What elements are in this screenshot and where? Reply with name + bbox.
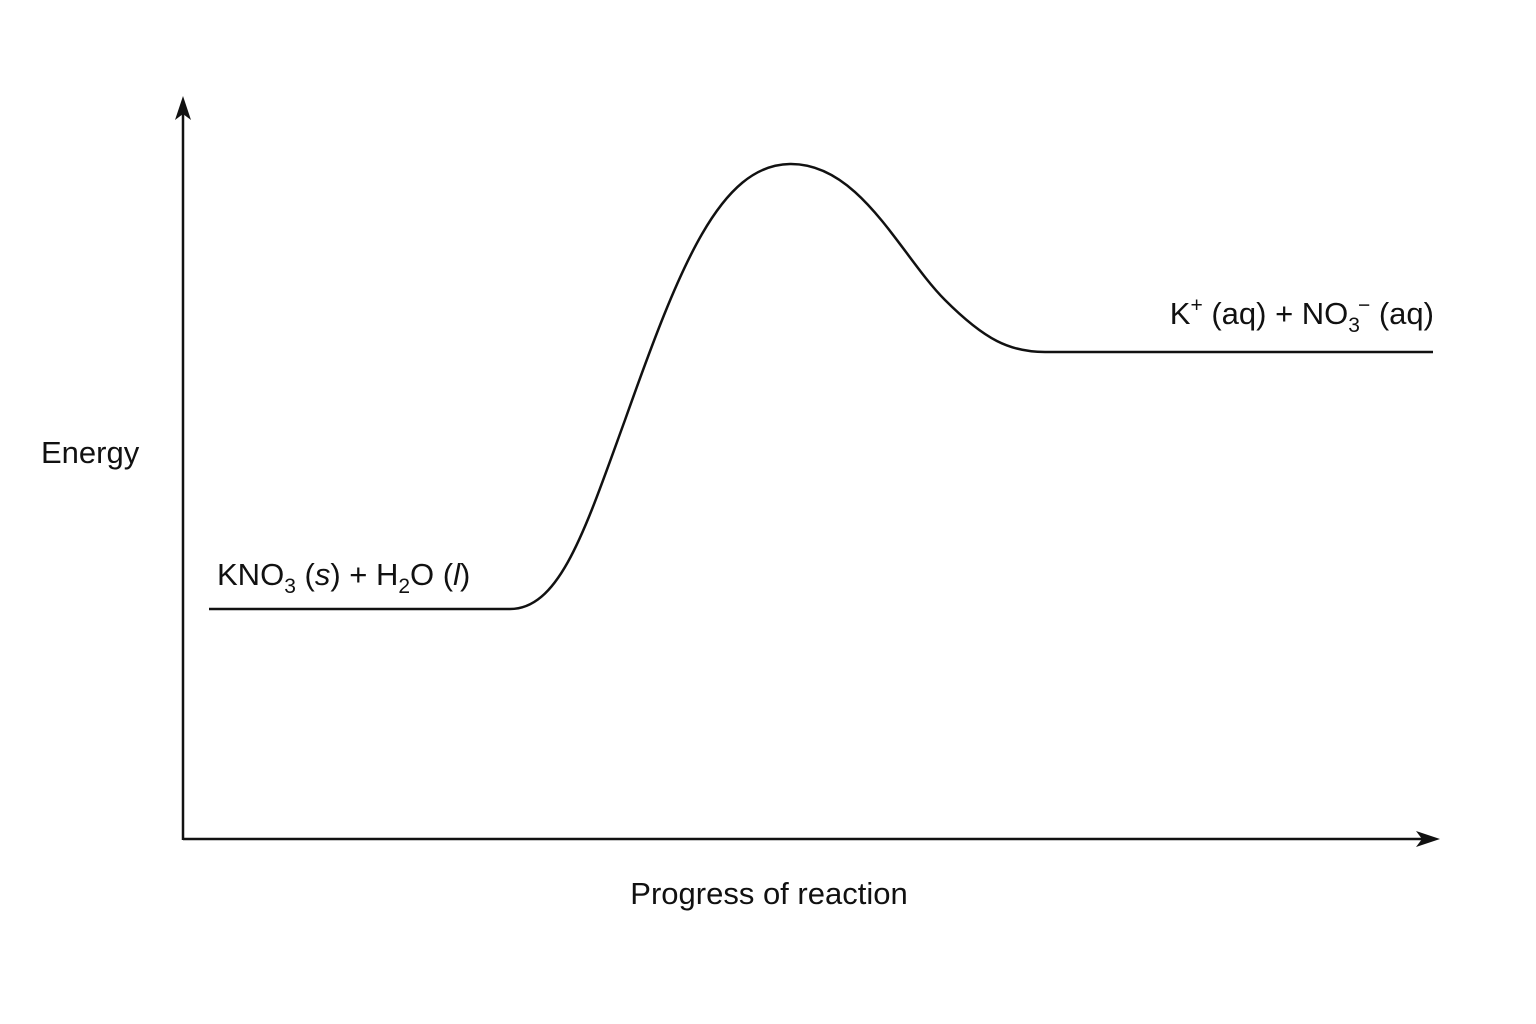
y-axis-arrowhead <box>175 96 191 120</box>
products-label: K+ (aq) + NO3− (aq) <box>1170 294 1434 337</box>
energy-curve <box>209 162 1433 611</box>
x-axis-arrowhead <box>1416 831 1440 847</box>
reactants-label: KNO3 (s) + H2O (l) <box>217 557 470 598</box>
y-axis-label: Energy <box>41 435 140 470</box>
x-axis-label: Progress of reaction <box>630 876 907 911</box>
